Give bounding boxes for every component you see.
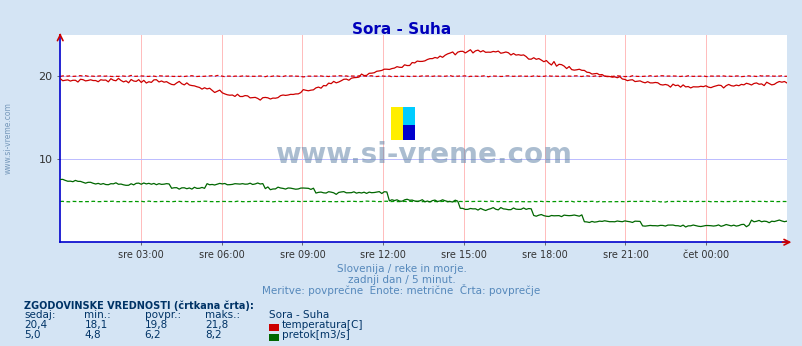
Text: maks.:: maks.: — [205, 310, 240, 320]
Text: Sora - Suha: Sora - Suha — [269, 310, 329, 320]
Text: 20,4: 20,4 — [24, 320, 47, 330]
Text: sedaj:: sedaj: — [24, 310, 55, 320]
Text: povpr.:: povpr.: — [144, 310, 180, 320]
Text: pretok[m3/s]: pretok[m3/s] — [282, 330, 349, 340]
Text: zadnji dan / 5 minut.: zadnji dan / 5 minut. — [347, 275, 455, 285]
Text: www.si-vreme.com: www.si-vreme.com — [275, 141, 571, 169]
Text: 19,8: 19,8 — [144, 320, 168, 330]
Text: 4,8: 4,8 — [84, 330, 101, 340]
Text: Sora - Suha: Sora - Suha — [351, 22, 451, 37]
Text: 21,8: 21,8 — [205, 320, 228, 330]
Text: ZGODOVINSKE VREDNOSTI (črtkana črta):: ZGODOVINSKE VREDNOSTI (črtkana črta): — [24, 300, 253, 311]
Text: 18,1: 18,1 — [84, 320, 107, 330]
Text: min.:: min.: — [84, 310, 111, 320]
Text: 6,2: 6,2 — [144, 330, 161, 340]
Text: temperatura[C]: temperatura[C] — [282, 320, 363, 330]
Text: 5,0: 5,0 — [24, 330, 41, 340]
Text: 8,2: 8,2 — [205, 330, 221, 340]
Text: Slovenija / reke in morje.: Slovenija / reke in morje. — [336, 264, 466, 274]
Text: www.si-vreme.com: www.si-vreme.com — [3, 102, 13, 174]
Text: Meritve: povprečne  Enote: metrične  Črta: povprečje: Meritve: povprečne Enote: metrične Črta:… — [262, 284, 540, 296]
